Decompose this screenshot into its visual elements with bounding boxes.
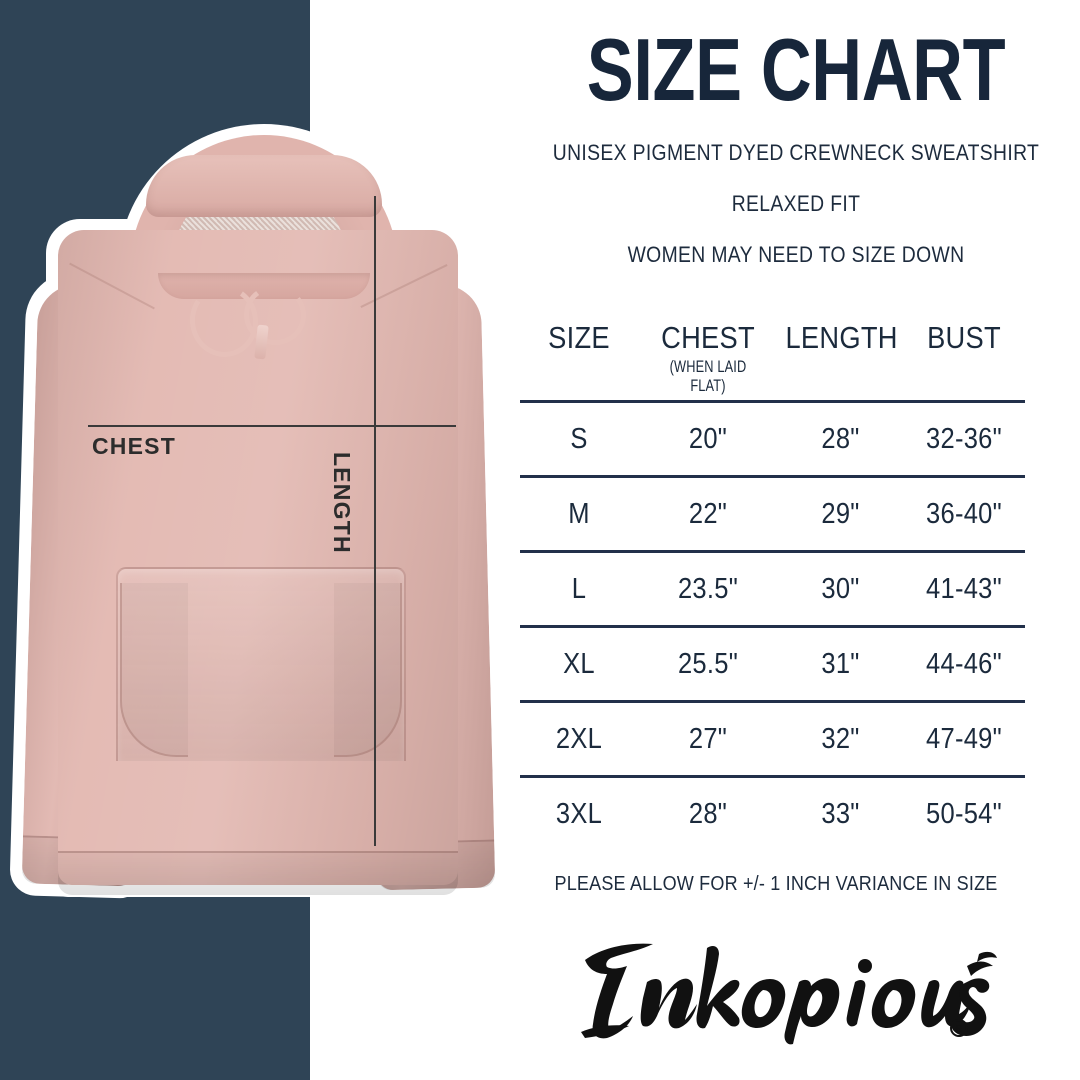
subtitle-product: UNISEX PIGMENT DYED CREWNECK SWEATSHIRT <box>552 140 1040 165</box>
svg-text:R: R <box>955 1024 962 1035</box>
table-row: L 23.5" 30" 41-43" <box>520 550 1025 625</box>
table-row: 2XL 27" 32" 47-49" <box>520 700 1025 775</box>
cell-size: M <box>568 497 590 530</box>
hooded-sweatshirt-photo <box>9 124 508 903</box>
cell-bust: 36-40" <box>926 497 1002 530</box>
torso-body <box>58 230 458 885</box>
cell-length: 33" <box>821 797 860 830</box>
table-row: M 22" 29" 36-40" <box>520 475 1025 550</box>
cell-chest: 22" <box>688 497 728 530</box>
column-header-chest: CHEST (WHEN LAID FLAT) <box>646 320 769 396</box>
cell-bust: 44-46" <box>926 647 1002 680</box>
cell-size: L <box>571 572 587 605</box>
cell-length: 30" <box>821 572 860 605</box>
cell-chest: 27" <box>688 722 728 755</box>
chart-content-panel: SIZE CHART UNISEX PIGMENT DYED CREWNECK … <box>512 0 1080 1080</box>
cell-chest: 23.5" <box>677 572 739 605</box>
hood-roll <box>146 155 382 217</box>
size-table: SIZE CHEST (WHEN LAID FLAT) LENGTH BUST … <box>520 320 1025 850</box>
length-measure-line <box>374 196 376 846</box>
column-header-chest-label: CHEST <box>661 320 755 355</box>
product-photo-panel: CHEST LENGTH <box>0 0 512 1080</box>
cell-length: 31" <box>821 647 860 680</box>
subtitle-fit: RELAXED FIT <box>731 191 861 216</box>
table-header-row: SIZE CHEST (WHEN LAID FLAT) LENGTH BUST <box>520 320 1025 400</box>
column-header-length: LENGTH <box>785 320 898 355</box>
page-title: SIZE CHART <box>586 20 1006 119</box>
column-header-bust: BUST <box>927 320 1001 355</box>
cell-size: 2XL <box>555 722 603 755</box>
table-row: S 20" 28" 32-36" <box>520 400 1025 475</box>
variance-note: PLEASE ALLOW FOR +/- 1 INCH VARIANCE IN … <box>554 872 998 895</box>
cell-length: 32" <box>821 722 860 755</box>
table-row: XL 25.5" 31" 44-46" <box>520 625 1025 700</box>
cell-chest: 20" <box>688 422 728 455</box>
neck-band <box>158 273 370 299</box>
bottom-hem <box>58 851 458 895</box>
chest-measure-line <box>88 425 456 427</box>
cell-chest: 25.5" <box>677 647 739 680</box>
chest-measure-note: (WHEN LAID FLAT) <box>669 358 747 395</box>
kangaroo-pocket <box>116 567 406 761</box>
cell-size: XL <box>563 647 595 680</box>
length-measure-label: LENGTH <box>329 452 355 554</box>
cell-size: 3XL <box>555 797 603 830</box>
pocket-opening-left <box>120 583 188 757</box>
cell-bust: 47-49" <box>926 722 1002 755</box>
subtitle-sizing-advice: WOMEN MAY NEED TO SIZE DOWN <box>627 242 965 267</box>
column-header-size: SIZE <box>548 320 610 355</box>
cell-bust: 41-43" <box>926 572 1002 605</box>
brand-logo: R <box>532 918 1032 1048</box>
cell-size: S <box>570 422 588 455</box>
cell-bust: 32-36" <box>926 422 1002 455</box>
chest-measure-label: CHEST <box>92 433 176 459</box>
cell-chest: 28" <box>688 797 728 830</box>
table-row: 3XL 28" 33" 50-54" <box>520 775 1025 850</box>
cell-length: 29" <box>821 497 860 530</box>
cell-length: 28" <box>821 422 860 455</box>
cell-bust: 50-54" <box>926 797 1002 830</box>
inkopious-wordmark-icon: R <box>581 943 997 1045</box>
pocket-opening-right <box>334 583 402 757</box>
